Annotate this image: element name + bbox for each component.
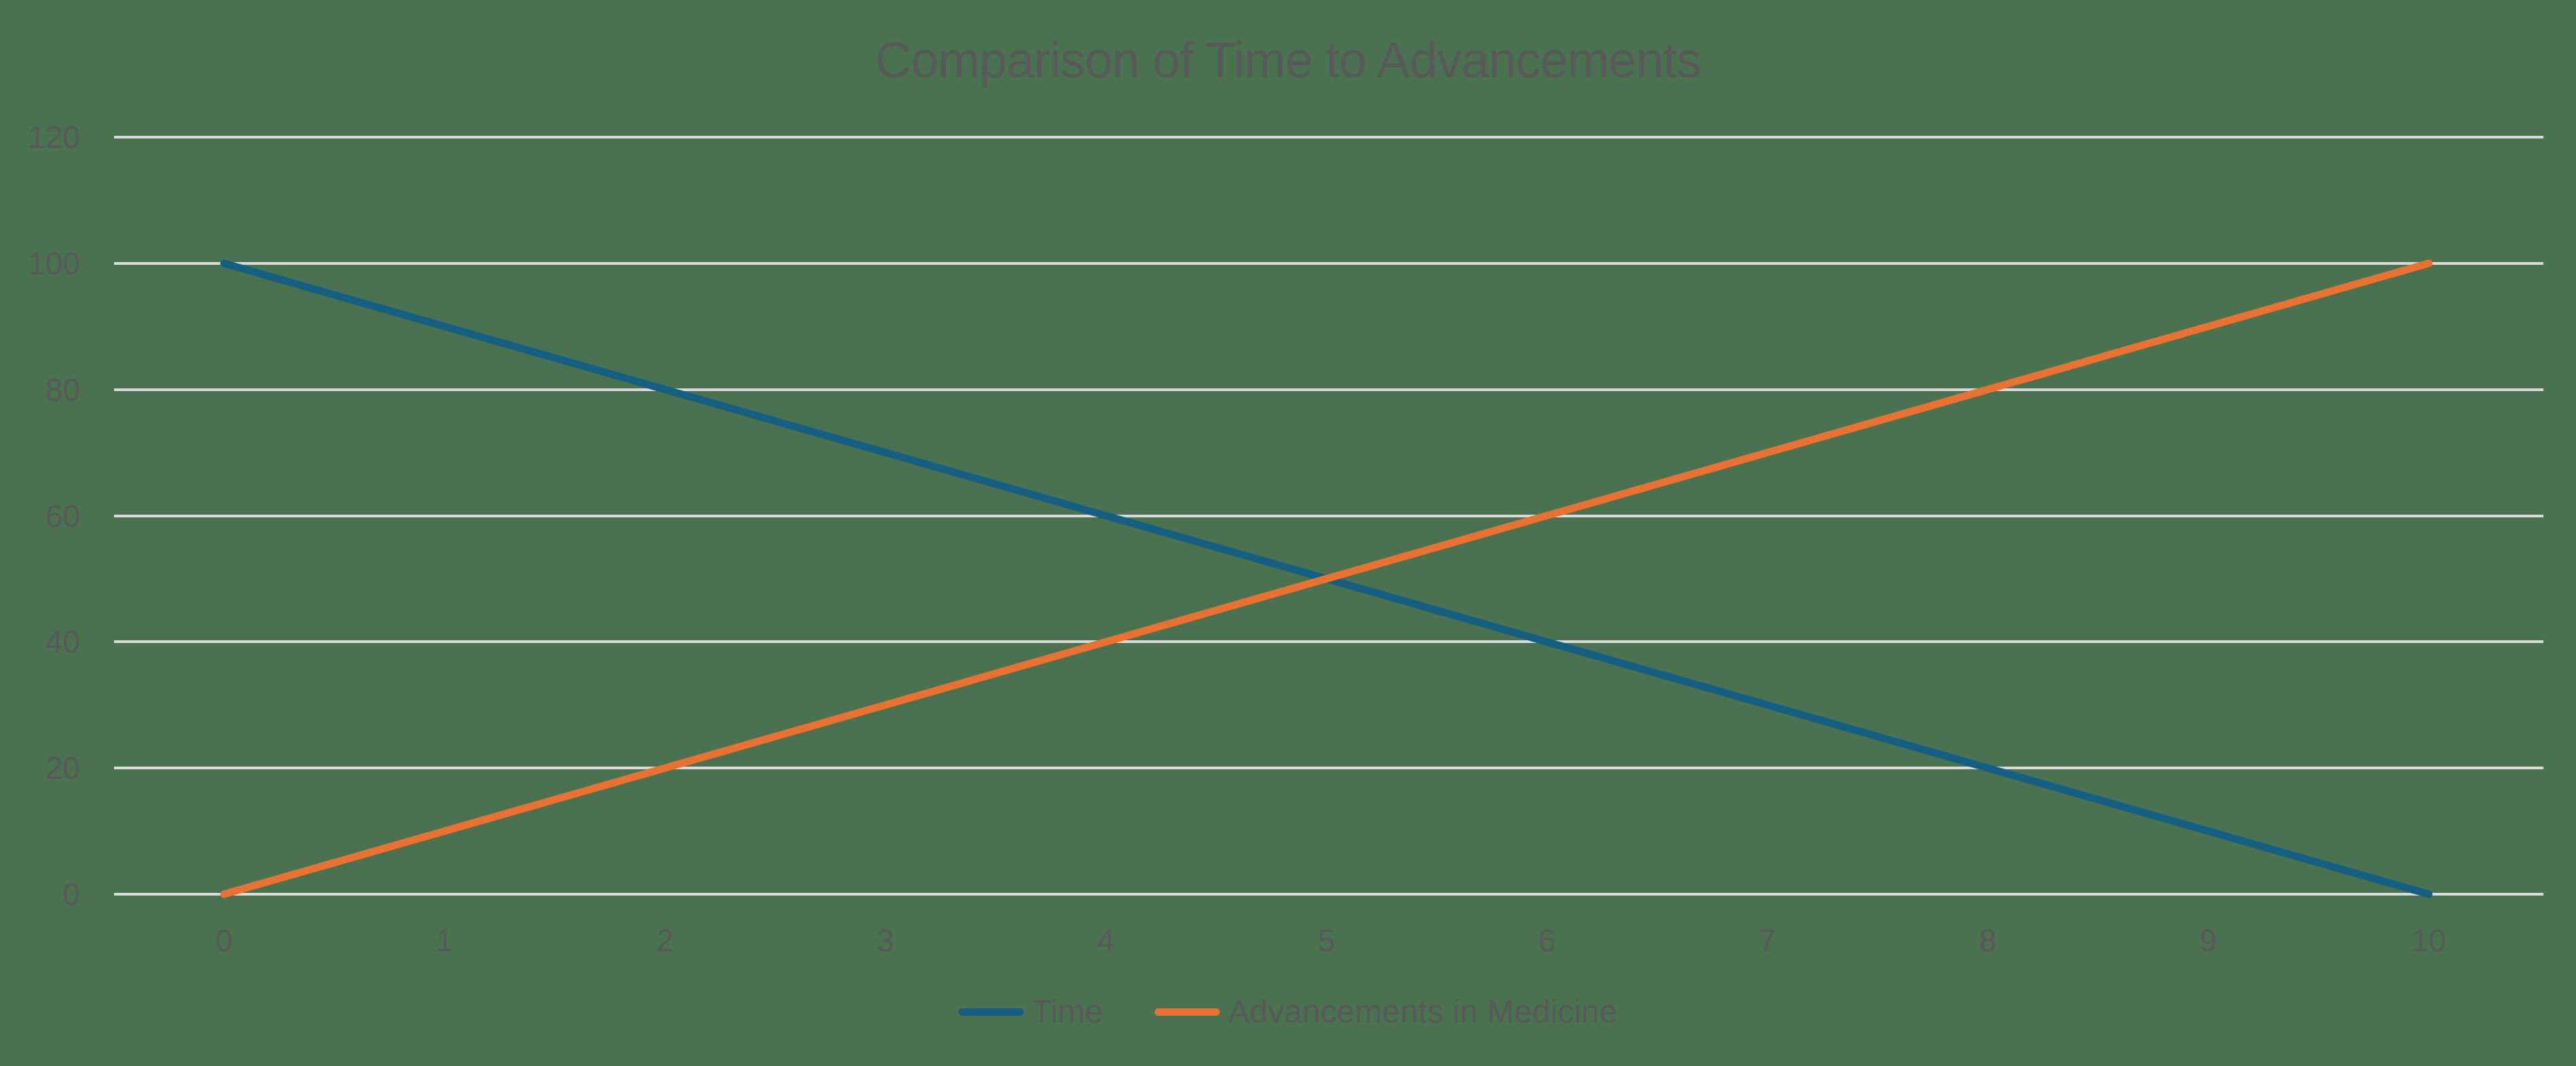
gridline	[114, 893, 2543, 896]
time-series-legend-marker	[958, 1008, 1024, 1016]
x-tick-label: 2	[656, 923, 674, 958]
x-tick-label: 5	[1318, 923, 1335, 958]
legend-label-advancements: Advancements in Medicine	[1228, 993, 1618, 1030]
y-tick-label: 0	[62, 877, 80, 912]
gridline	[114, 388, 2543, 391]
y-tick-label: 120	[28, 120, 80, 155]
x-tick-label: 7	[1758, 923, 1776, 958]
y-tick-label: 20	[45, 750, 80, 786]
x-tick-label: 3	[876, 923, 895, 958]
gridline	[114, 514, 2543, 517]
advancements-series-legend-marker	[1155, 1008, 1220, 1016]
gridline	[114, 261, 2543, 265]
gridline	[114, 767, 2543, 770]
gridline	[114, 640, 2543, 644]
legend: Time Advancements in Medicine	[0, 986, 2576, 1037]
x-tick-label: 8	[1979, 923, 1997, 958]
x-tick-label: 0	[215, 923, 233, 958]
gridline	[114, 136, 2543, 139]
chart-title: Comparison of Time to Advancements	[875, 32, 1701, 88]
y-tick-label: 80	[45, 371, 80, 407]
legend-item-advancements: Advancements in Medicine	[1155, 993, 1618, 1031]
x-tick-label: 4	[1097, 923, 1115, 958]
x-tick-label: 9	[2199, 923, 2217, 958]
x-tick-label: 1	[436, 923, 453, 958]
x-tick-label: 10	[2411, 923, 2446, 958]
y-tick-label: 100	[28, 245, 80, 281]
series-line-1	[220, 259, 2433, 898]
y-tick-label: 60	[45, 498, 80, 534]
legend-label-time: Time	[1032, 993, 1104, 1030]
y-tick-label: 40	[45, 624, 80, 660]
legend-item-time: Time	[958, 993, 1103, 1031]
x-tick-label: 6	[1538, 923, 1556, 958]
